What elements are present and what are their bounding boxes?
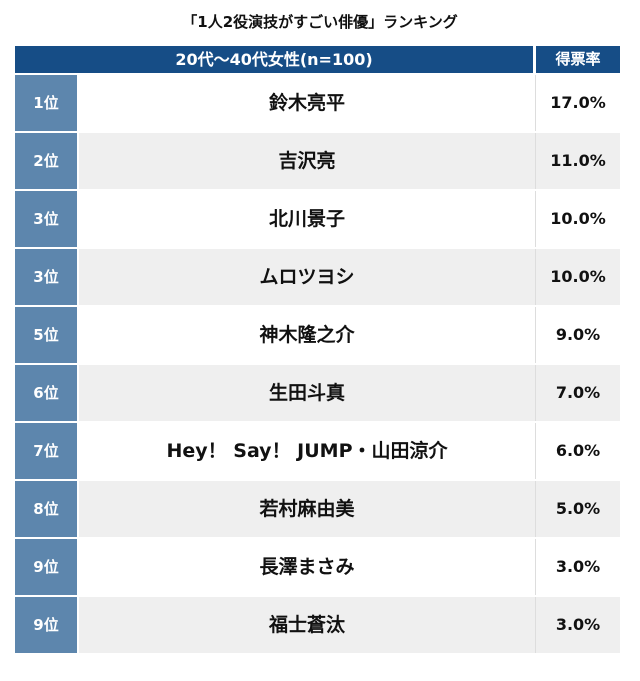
name-cell: ムロツヨシ bbox=[79, 249, 535, 305]
name-cell: 北川景子 bbox=[79, 191, 535, 247]
table-row: 9位 長澤まさみ 3.0% bbox=[15, 539, 620, 595]
ranking-table: 20代〜40代女性(n=100) 得票率 1位 鈴木亮平 17.0% 2位 吉沢… bbox=[15, 46, 620, 655]
name-cell: 吉沢亮 bbox=[79, 133, 535, 189]
rank-cell: 3位 bbox=[15, 191, 79, 247]
rank-cell: 5位 bbox=[15, 307, 79, 363]
name-cell: 若村麻由美 bbox=[79, 481, 535, 537]
table-row: 2位 吉沢亮 11.0% bbox=[15, 133, 620, 189]
rank-cell: 3位 bbox=[15, 249, 79, 305]
rank-cell: 1位 bbox=[15, 75, 79, 131]
table-row: 9位 福士蒼汰 3.0% bbox=[15, 597, 620, 653]
vote-rate-cell: 9.0% bbox=[535, 307, 620, 363]
table-header: 20代〜40代女性(n=100) 得票率 bbox=[15, 46, 620, 73]
vote-rate-cell: 10.0% bbox=[535, 191, 620, 247]
vote-rate-cell: 6.0% bbox=[535, 423, 620, 479]
segment-header: 20代〜40代女性(n=100) bbox=[15, 46, 533, 73]
table-row: 5位 神木隆之介 9.0% bbox=[15, 307, 620, 363]
vote-rate-cell: 3.0% bbox=[535, 539, 620, 595]
table-row: 7位 Hey！ Say！ JUMP・山田涼介 6.0% bbox=[15, 423, 620, 479]
rank-cell: 2位 bbox=[15, 133, 79, 189]
rank-cell: 6位 bbox=[15, 365, 79, 421]
table-body: 1位 鈴木亮平 17.0% 2位 吉沢亮 11.0% 3位 北川景子 10.0%… bbox=[15, 75, 620, 653]
table-row: 1位 鈴木亮平 17.0% bbox=[15, 75, 620, 131]
vote-rate-cell: 11.0% bbox=[535, 133, 620, 189]
table-row: 3位 北川景子 10.0% bbox=[15, 191, 620, 247]
rank-cell: 9位 bbox=[15, 539, 79, 595]
rank-cell: 8位 bbox=[15, 481, 79, 537]
vote-rate-cell: 17.0% bbox=[535, 75, 620, 131]
vote-rate-cell: 3.0% bbox=[535, 597, 620, 653]
vote-rate-cell: 5.0% bbox=[535, 481, 620, 537]
rank-cell: 9位 bbox=[15, 597, 79, 653]
name-cell: 長澤まさみ bbox=[79, 539, 535, 595]
name-cell: 鈴木亮平 bbox=[79, 75, 535, 131]
ranking-title: 「1人2役演技がすごい俳優」ランキング bbox=[182, 13, 458, 31]
vote-rate-cell: 10.0% bbox=[535, 249, 620, 305]
rank-cell: 7位 bbox=[15, 423, 79, 479]
name-cell: Hey！ Say！ JUMP・山田涼介 bbox=[79, 423, 535, 479]
name-cell: 神木隆之介 bbox=[79, 307, 535, 363]
header-divider bbox=[533, 46, 536, 73]
table-row: 6位 生田斗真 7.0% bbox=[15, 365, 620, 421]
name-cell: 生田斗真 bbox=[79, 365, 535, 421]
table-row: 8位 若村麻由美 5.0% bbox=[15, 481, 620, 537]
name-cell: 福士蒼汰 bbox=[79, 597, 535, 653]
vote-rate-cell: 7.0% bbox=[535, 365, 620, 421]
vote-rate-header: 得票率 bbox=[536, 46, 620, 73]
table-row: 3位 ムロツヨシ 10.0% bbox=[15, 249, 620, 305]
